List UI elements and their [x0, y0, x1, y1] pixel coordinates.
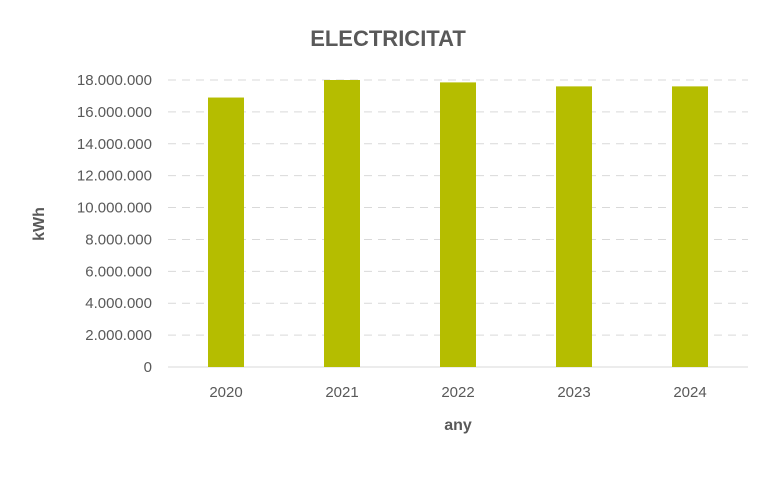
x-tick-label: 2020	[209, 384, 242, 401]
x-axis-title: any	[444, 417, 472, 434]
bar-2024	[672, 86, 708, 367]
bar-2020	[208, 97, 244, 368]
x-tick-label: 2024	[673, 384, 706, 401]
x-tick-label: 2022	[441, 384, 474, 401]
x-tick-label: 2023	[557, 384, 590, 401]
bar-2023	[556, 86, 592, 367]
y-tick-label: 2.000.000	[85, 327, 152, 344]
y-axis-title: kWh	[31, 207, 48, 241]
y-tick-label: 8.000.000	[85, 231, 152, 248]
y-tick-label: 18.000.000	[77, 72, 152, 89]
bar-2021	[324, 80, 360, 367]
y-axis-ticks: 0 2.000.000 4.000.000 6.000.000 8.000.000 10.…	[77, 72, 152, 376]
chart-title: ELECTRICITAT	[310, 26, 466, 51]
y-tick-label: 6.000.000	[85, 263, 152, 280]
y-tick-label: 14.000.000	[77, 136, 152, 153]
bars	[208, 80, 708, 368]
y-tick-label: 12.000.000	[77, 168, 152, 185]
y-tick-label: 4.000.000	[85, 295, 152, 312]
y-tick-label: 0	[144, 359, 152, 376]
x-axis-ticks: 2020 2021 2022 2023 2024	[209, 384, 706, 401]
bar-2022	[440, 82, 476, 368]
gridlines	[168, 79, 748, 368]
x-tick-label: 2021	[325, 384, 358, 401]
y-tick-label: 16.000.000	[77, 104, 152, 121]
y-tick-label: 10.000.000	[77, 200, 152, 217]
